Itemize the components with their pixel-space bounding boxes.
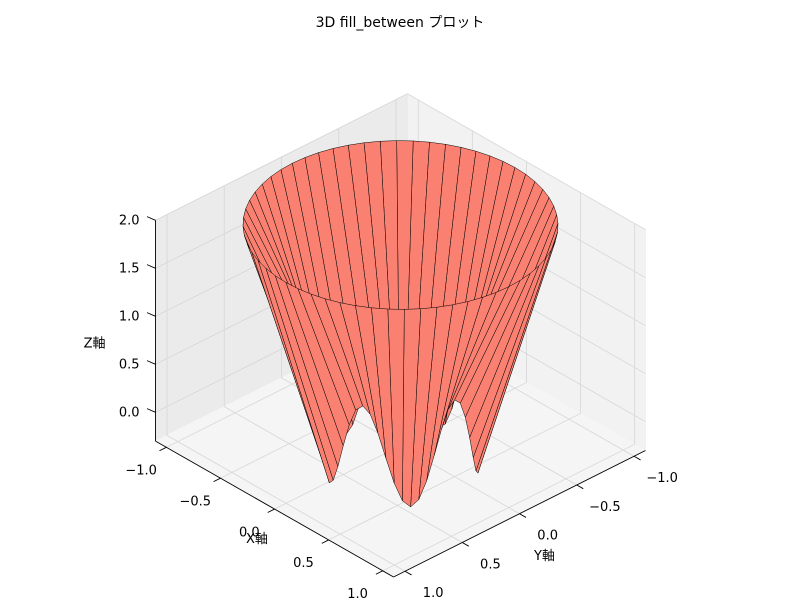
y-tick-label: 0.5 <box>480 557 501 572</box>
x-tick-label: 0.5 <box>293 556 314 571</box>
x-tick-label: 0.0 <box>239 525 260 540</box>
x-tick-label: −0.5 <box>179 494 211 509</box>
z-tick-label: 1.0 <box>119 309 140 324</box>
grid-line-z <box>155 93 646 231</box>
y-tick <box>633 455 641 461</box>
chart-title: 3D fill_between プロット <box>316 15 485 31</box>
x-tick <box>321 539 329 544</box>
y-tick-label: 0.0 <box>537 529 558 544</box>
z-tick <box>146 264 156 269</box>
y-tick <box>519 513 527 518</box>
y-axis-label: Y軸 <box>533 549 555 564</box>
axis-lines: −1.0 −0.5 0.0 0.5 1.0 −1.0 −0.5 0.0 0.5 1.0 0.0 0.5… <box>119 213 678 600</box>
z-tick-label: 0.0 <box>119 405 140 420</box>
y-tick <box>462 542 469 547</box>
z-tick <box>146 312 156 317</box>
z-tick-label: 2.0 <box>119 213 140 228</box>
x-tick <box>213 477 221 483</box>
y-tick-label: −1.0 <box>646 471 678 486</box>
x-tick-label: 1.0 <box>347 587 368 600</box>
x-tick-label: −1.0 <box>125 464 157 479</box>
y-tick-label: −0.5 <box>589 500 621 515</box>
z-axis-label: Z軸 <box>84 337 106 352</box>
z-tick <box>146 360 156 365</box>
x-tick <box>267 508 275 513</box>
y-tick <box>404 570 412 576</box>
z-tick-label: 1.5 <box>119 261 140 276</box>
grid-line-y <box>166 214 406 572</box>
x-tick <box>375 570 383 575</box>
x-axis-label: X軸 <box>246 532 268 547</box>
y-tick-label: 1.0 <box>423 586 444 600</box>
z-tick-label: 0.5 <box>119 357 140 372</box>
surface-facet <box>371 307 395 484</box>
y-tick <box>576 484 584 490</box>
grid-line-y <box>223 185 463 543</box>
z-tick <box>146 408 156 413</box>
z-tick <box>146 216 156 221</box>
grid-line-x <box>382 223 636 572</box>
x-tick <box>159 446 167 452</box>
fill-between-surface <box>242 140 559 508</box>
